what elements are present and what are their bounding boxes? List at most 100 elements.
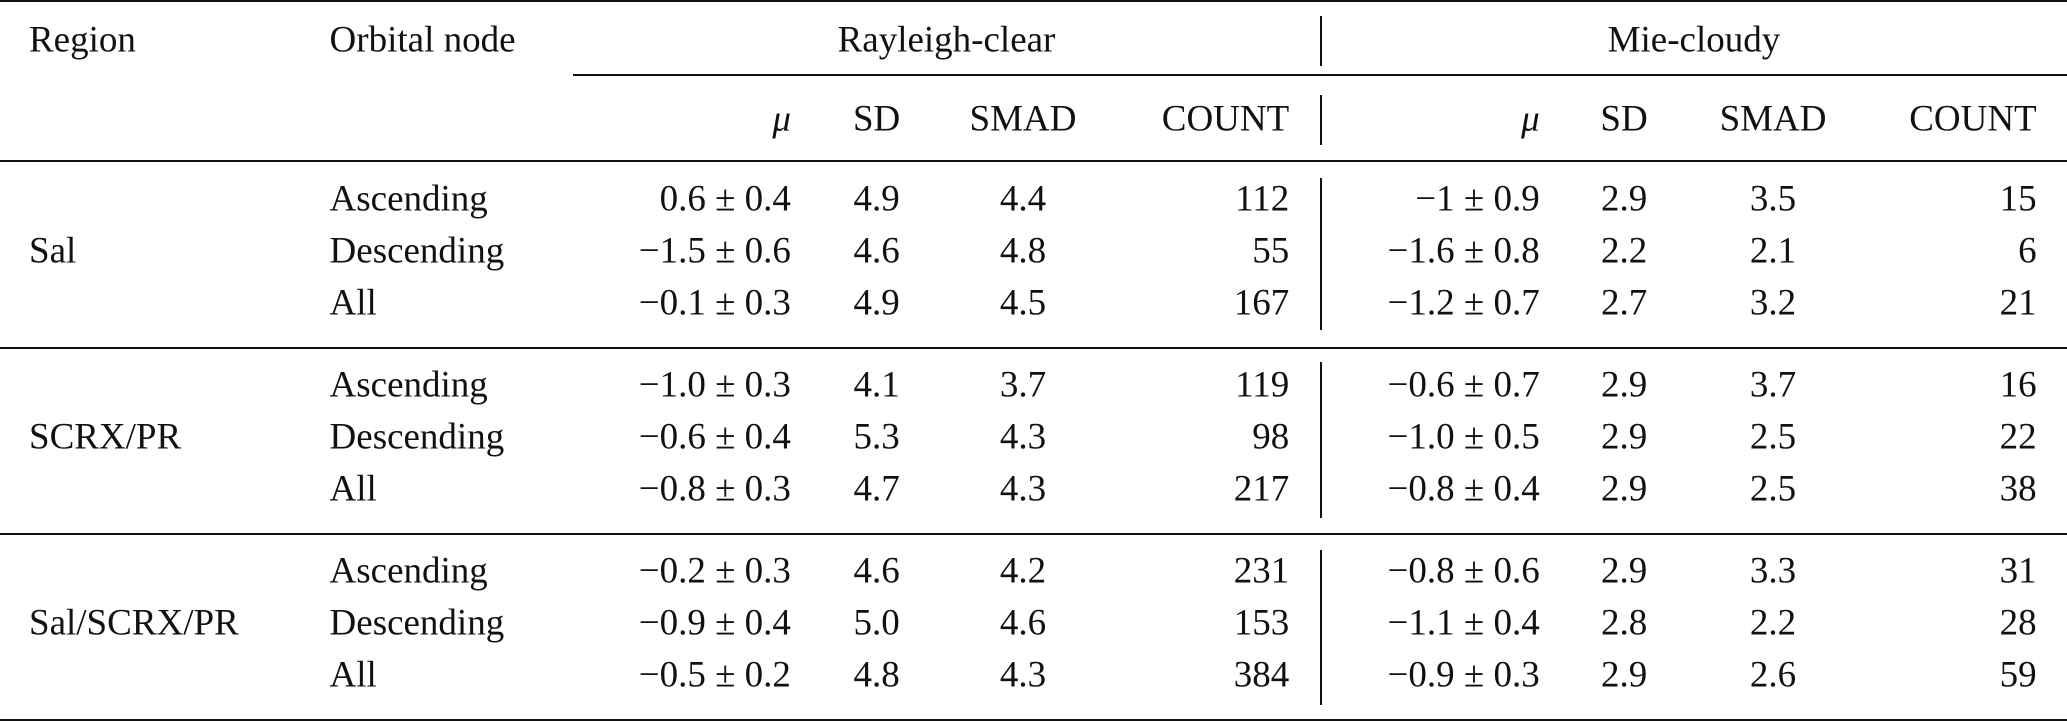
data-cell: 3.7 [1749,364,1797,406]
data-cell: −0.1 ± 0.3 [638,282,791,324]
data-cell: −1.5 ± 0.6 [638,230,791,272]
data-cell: 153 [1233,602,1290,644]
column-header: μ [772,98,791,140]
data-cell: −0.8 ± 0.6 [1387,550,1540,592]
divider [1320,16,1322,66]
node-cell: All [329,282,377,324]
data-cell: −0.6 ± 0.7 [1387,364,1540,406]
data-cell: 384 [1233,654,1290,696]
data-cell: −1 ± 0.9 [1415,178,1540,220]
data-cell: 5.3 [853,416,900,458]
data-cell: 2.9 [1600,468,1648,510]
data-cell: 22 [1999,416,2037,458]
data-cell: 2.7 [1600,282,1648,324]
data-cell: 4.1 [853,364,900,406]
data-cell: 4.2 [999,550,1047,592]
data-cell: 4.5 [999,282,1047,324]
data-cell: 4.6 [853,230,900,272]
column-header: SD [1600,98,1648,140]
divider [1320,95,1322,145]
data-cell: 15 [1999,178,2037,220]
data-cell: 2.9 [1600,654,1648,696]
data-cell: 2.9 [1600,364,1648,406]
data-cell: 4.9 [853,282,900,324]
column-header: SMAD [1719,98,1827,140]
column-header: μ [1521,98,1540,140]
data-cell: −0.8 ± 0.4 [1387,468,1540,510]
node-cell: Ascending [329,550,488,592]
data-cell: 0.6 ± 0.4 [659,178,791,220]
data-cell: −0.8 ± 0.3 [638,468,791,510]
data-cell: −0.9 ± 0.3 [1387,654,1540,696]
data-cell: 2.6 [1749,654,1797,696]
data-cell: 119 [1235,364,1290,406]
data-cell: −1.0 ± 0.3 [638,364,791,406]
data-cell: 2.5 [1749,416,1797,458]
data-cell: 21 [1999,282,2037,324]
header-cell: Orbital node [329,19,516,61]
block-rule [0,347,2067,349]
data-cell: 55 [1252,230,1290,272]
data-cell: 2.2 [1600,230,1648,272]
data-cell: −1.0 ± 0.5 [1387,416,1540,458]
group-header: Rayleigh-clear [837,19,1056,61]
data-cell: 2.9 [1600,550,1648,592]
data-cell: 3.3 [1749,550,1797,592]
data-cell: 4.6 [999,602,1047,644]
data-cell: 2.2 [1749,602,1797,644]
data-cell: 4.9 [853,178,900,220]
node-cell: Descending [329,416,505,458]
data-cell: 2.1 [1749,230,1797,272]
data-cell: 112 [1235,178,1290,220]
data-cell: 4.3 [999,468,1047,510]
block-rule [0,533,2067,535]
node-cell: All [329,654,377,696]
node-cell: Ascending [329,178,488,220]
data-cell: 4.8 [853,654,900,696]
data-cell: −1.1 ± 0.4 [1387,602,1540,644]
data-cell: −1.6 ± 0.8 [1387,230,1540,272]
data-cell: 3.5 [1749,178,1797,220]
data-cell: 4.3 [999,654,1047,696]
data-cell: 31 [1999,550,2037,592]
data-cell: 231 [1233,550,1290,592]
region-cell: SCRX/PR [29,416,182,458]
data-cell: 4.7 [853,468,900,510]
data-cell: −0.9 ± 0.4 [638,602,791,644]
divider [1320,550,1322,705]
data-cell: −1.2 ± 0.7 [1387,282,1540,324]
data-cell: −0.6 ± 0.4 [638,416,791,458]
data-cell: −0.5 ± 0.2 [638,654,791,696]
data-cell: 4.6 [853,550,900,592]
data-cell: −0.2 ± 0.3 [638,550,791,592]
data-cell: 38 [1999,468,2037,510]
data-cell: 217 [1233,468,1290,510]
data-cell: 4.3 [999,416,1047,458]
data-cell: 3.2 [1749,282,1797,324]
data-cell: 6 [2018,230,2037,272]
node-cell: Descending [329,230,505,272]
region-cell: Sal/SCRX/PR [29,602,239,644]
header-rule [0,160,2067,162]
divider [1320,178,1322,330]
column-header: COUNT [1161,98,1290,140]
region-cell: Sal [29,230,77,272]
data-cell: 16 [1999,364,2037,406]
data-cell: 4.4 [999,178,1047,220]
divider [1320,362,1322,518]
data-cell: 2.9 [1600,178,1648,220]
data-cell: 3.7 [999,364,1047,406]
data-cell: 2.8 [1600,602,1648,644]
data-cell: 2.5 [1749,468,1797,510]
column-header: COUNT [1909,98,2037,140]
column-header: SMAD [969,98,1077,140]
data-cell: 2.9 [1600,416,1648,458]
data-cell: 28 [1999,602,2037,644]
data-cell: 59 [1999,654,2037,696]
data-cell: 5.0 [853,602,900,644]
top-rule [0,0,2067,2]
node-cell: All [329,468,377,510]
data-cell: 167 [1233,282,1290,324]
data-cell: 98 [1252,416,1290,458]
